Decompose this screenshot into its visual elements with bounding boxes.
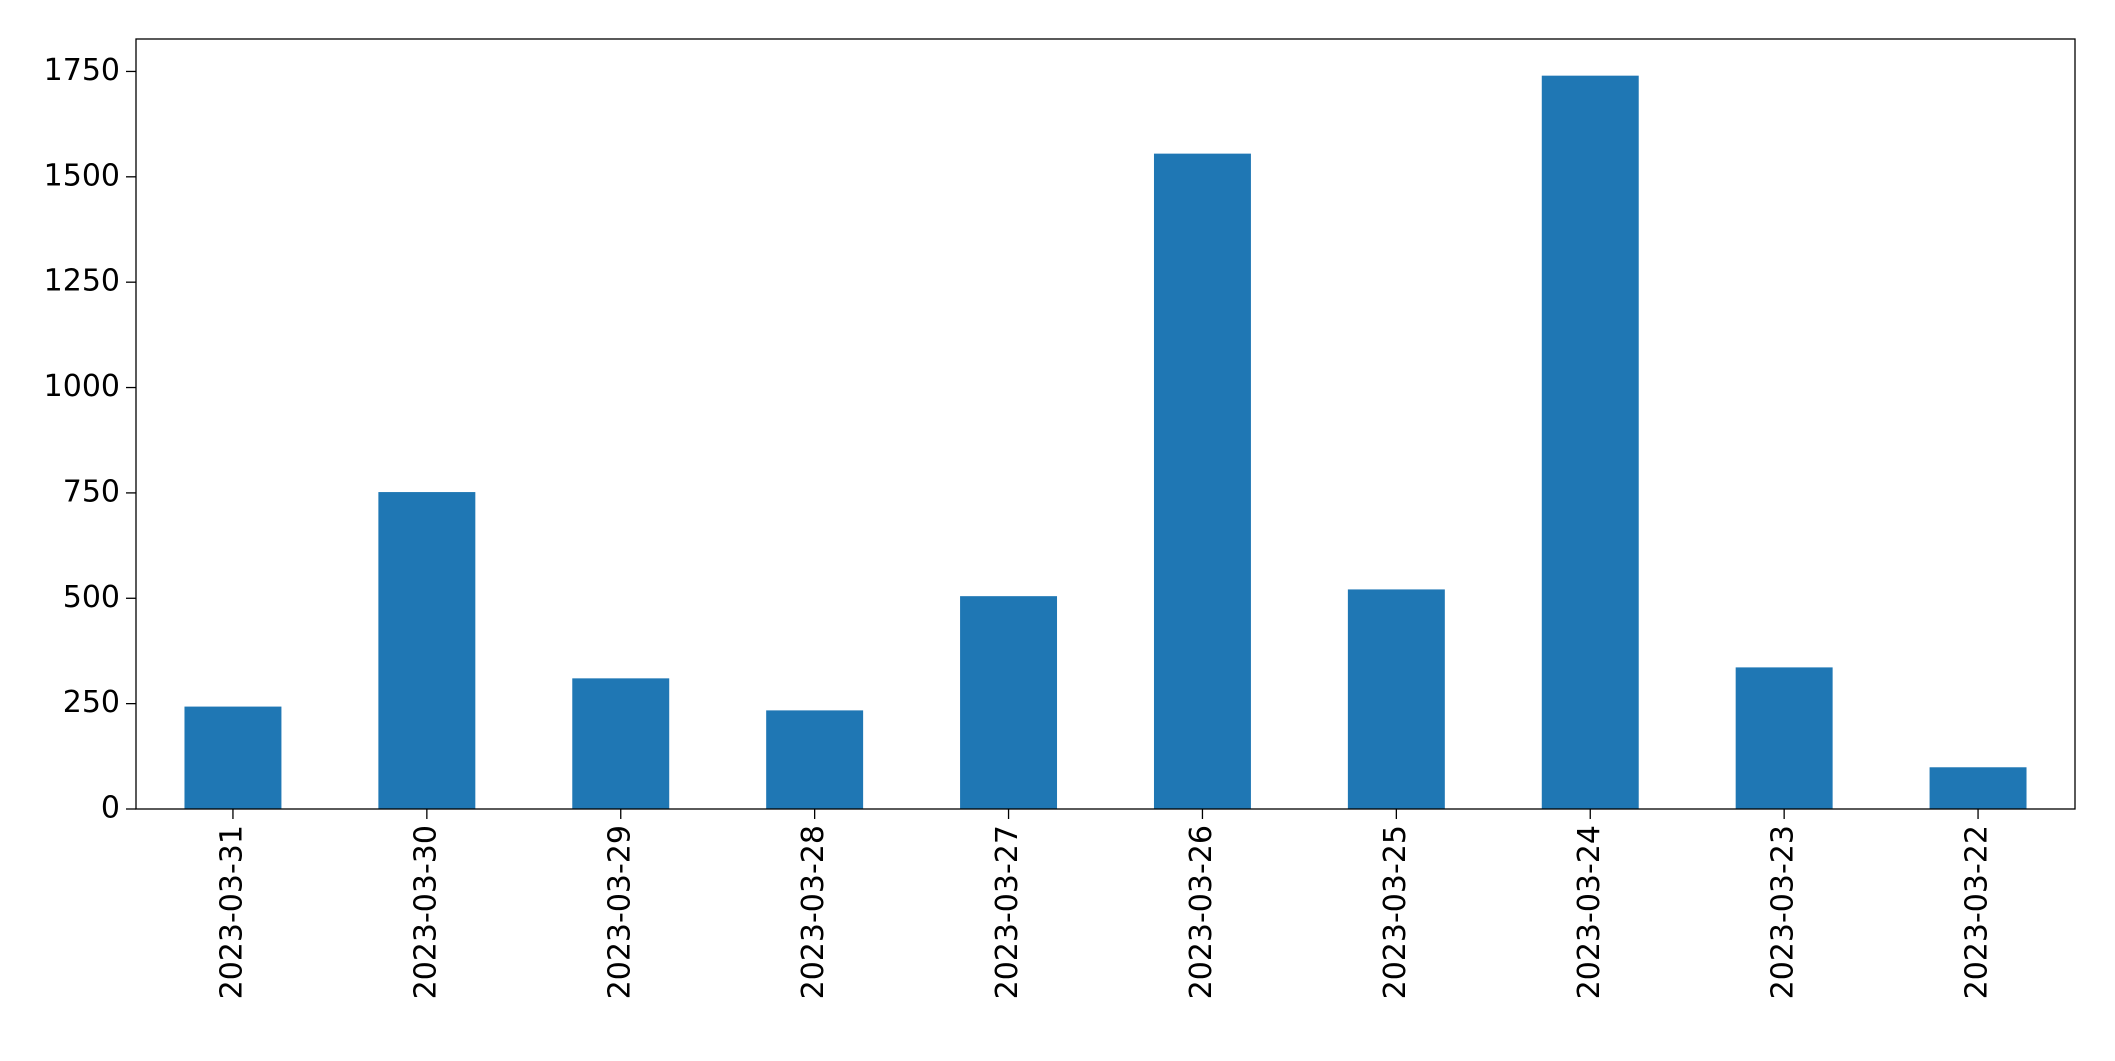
x-tick-label: 2023-03-30 [408,825,443,999]
bar [378,492,476,809]
x-tick-label: 2023-03-27 [990,825,1025,999]
x-tick-label: 2023-03-22 [1960,825,1995,999]
bar [1541,75,1639,809]
x-tick-label: 2023-03-23 [1766,825,1801,999]
bar [1347,589,1445,809]
y-tick-label: 1000 [44,369,120,404]
y-tick-label: 250 [63,685,120,720]
y-tick-label: 0 [101,791,120,826]
y-tick-label: 1500 [44,158,120,193]
plot-frame [135,38,2076,810]
y-tick-label: 750 [63,474,120,509]
bar [1735,667,1833,809]
y-tick-label: 1250 [44,264,120,299]
bar [1929,767,2027,809]
x-tick-label: 2023-03-28 [796,825,831,999]
x-tick-label: 2023-03-31 [214,825,249,999]
bar [766,710,864,809]
bar [184,706,282,809]
bar [1153,153,1251,810]
x-tick-label: 2023-03-25 [1378,825,1413,999]
y-tick-label: 500 [63,580,120,615]
x-tick-label: 2023-03-24 [1572,825,1607,999]
x-tick-label: 2023-03-29 [602,825,637,999]
x-tick-label: 2023-03-26 [1184,825,1219,999]
y-tick-label: 1750 [44,53,120,88]
bar [572,678,670,809]
bar [960,596,1058,809]
